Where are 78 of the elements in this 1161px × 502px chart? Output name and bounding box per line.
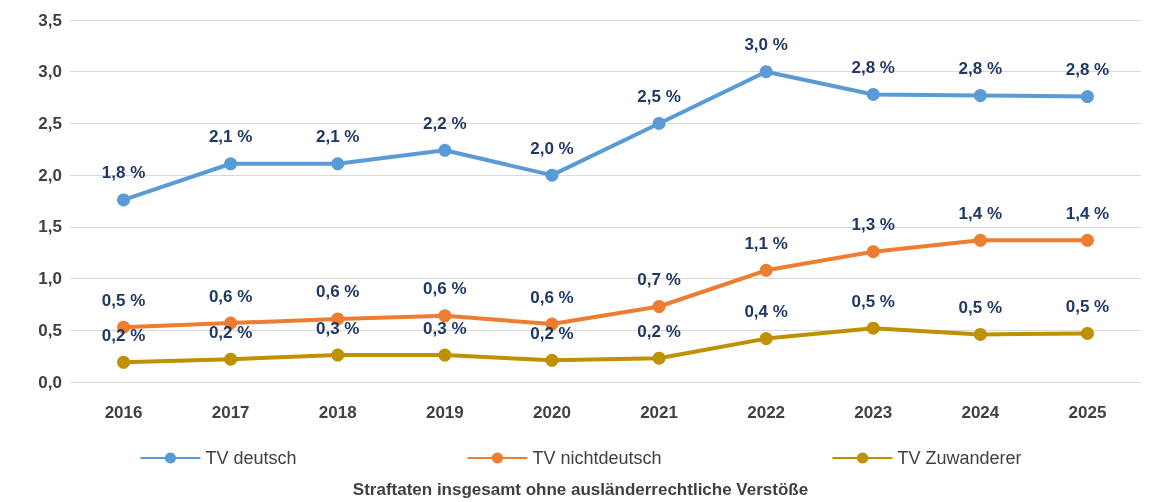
data-label: 2,2 % xyxy=(423,113,467,133)
point xyxy=(117,355,131,369)
data-label: 0,6 % xyxy=(423,279,467,299)
point xyxy=(224,157,238,171)
x-tick-label: 2019 xyxy=(425,403,464,422)
point xyxy=(973,327,987,341)
data-label: 3,0 % xyxy=(744,35,788,55)
x-tick-label: 2024 xyxy=(961,403,1000,422)
data-label: 0,2 % xyxy=(530,323,574,343)
point xyxy=(973,89,987,102)
x-tick-label: 2018 xyxy=(318,403,357,422)
x-tick-label: 2017 xyxy=(211,403,250,422)
point xyxy=(866,245,880,259)
point xyxy=(652,116,666,130)
data-label: 2,0 % xyxy=(530,138,574,158)
data-label: 0,6 % xyxy=(316,282,360,302)
data-label: 0,3 % xyxy=(423,318,467,338)
point xyxy=(973,233,987,247)
data-label: 0,2 % xyxy=(208,322,253,342)
data-label: 0,2 % xyxy=(101,325,146,345)
point xyxy=(759,332,773,346)
data-label: 0,7 % xyxy=(637,270,681,289)
y-tick-label: 0,0 xyxy=(38,372,62,392)
x-tick-label: 2025 xyxy=(1068,403,1107,422)
point xyxy=(759,263,773,277)
point xyxy=(1080,90,1094,104)
point xyxy=(331,348,345,362)
data-label: 1,3 % xyxy=(851,215,895,235)
data-label: 1,1 % xyxy=(744,233,788,253)
x-tick-label: 2023 xyxy=(854,403,893,422)
point xyxy=(652,300,666,313)
data-label: 0,3 % xyxy=(316,318,360,338)
data-label: 0,6 % xyxy=(530,287,574,307)
data-label: 1,4 % xyxy=(958,203,1003,223)
data-label: 0,5 % xyxy=(101,290,146,310)
point xyxy=(652,351,666,365)
point xyxy=(438,348,452,362)
data-label: 1,4 % xyxy=(1065,203,1110,223)
data-label: 0,5 % xyxy=(958,297,1003,317)
point xyxy=(117,193,131,207)
data-label: 0,2 % xyxy=(637,321,681,341)
y-tick-label: 0,5 xyxy=(38,320,62,340)
data-label: 0,6 % xyxy=(208,286,253,306)
point xyxy=(866,87,880,101)
y-tick-label: 2,0 xyxy=(38,165,62,185)
point xyxy=(866,321,880,335)
x-tick-label: 2016 xyxy=(104,403,143,422)
y-tick-label: 3,0 xyxy=(38,62,62,82)
data-label: 0,5 % xyxy=(851,291,895,311)
data-label: 2,1 % xyxy=(208,127,253,147)
point xyxy=(545,168,559,182)
legend-label: TV Zuwanderer xyxy=(897,448,1022,468)
data-label: 0,5 % xyxy=(1065,296,1110,316)
y-tick-label: 1,5 xyxy=(38,217,62,237)
x-tick-label: 2020 xyxy=(533,403,571,422)
point xyxy=(438,143,452,157)
point xyxy=(224,352,238,366)
point xyxy=(1080,233,1094,247)
data-label: 2,5 % xyxy=(637,86,681,106)
text: Straftaten insgesamt ohne ausländerrechtliche Verstöße xyxy=(352,480,809,499)
data-label: 1,8 % xyxy=(101,163,146,183)
data-label: 2,8 % xyxy=(1065,60,1110,80)
y-tick-label: 1,0 xyxy=(38,269,62,289)
data-label: 0,4 % xyxy=(744,302,788,322)
x-tick-label: 2022 xyxy=(747,403,786,422)
data-label: 2,8 % xyxy=(851,57,895,77)
data-label: 2,1 % xyxy=(316,127,360,147)
point xyxy=(759,65,773,79)
x-tick-label: 2021 xyxy=(640,403,678,422)
point xyxy=(545,353,559,367)
y-tick-label: 2,5 xyxy=(38,113,62,133)
point xyxy=(1080,326,1094,340)
legend-label: TV nichtdeutsch xyxy=(532,448,662,468)
y-tick-label: 3,5 xyxy=(38,10,62,30)
point xyxy=(331,157,345,171)
data-label: 2,8 % xyxy=(958,59,1003,78)
point xyxy=(438,309,452,323)
legend-label: TV deutsch xyxy=(205,448,297,468)
